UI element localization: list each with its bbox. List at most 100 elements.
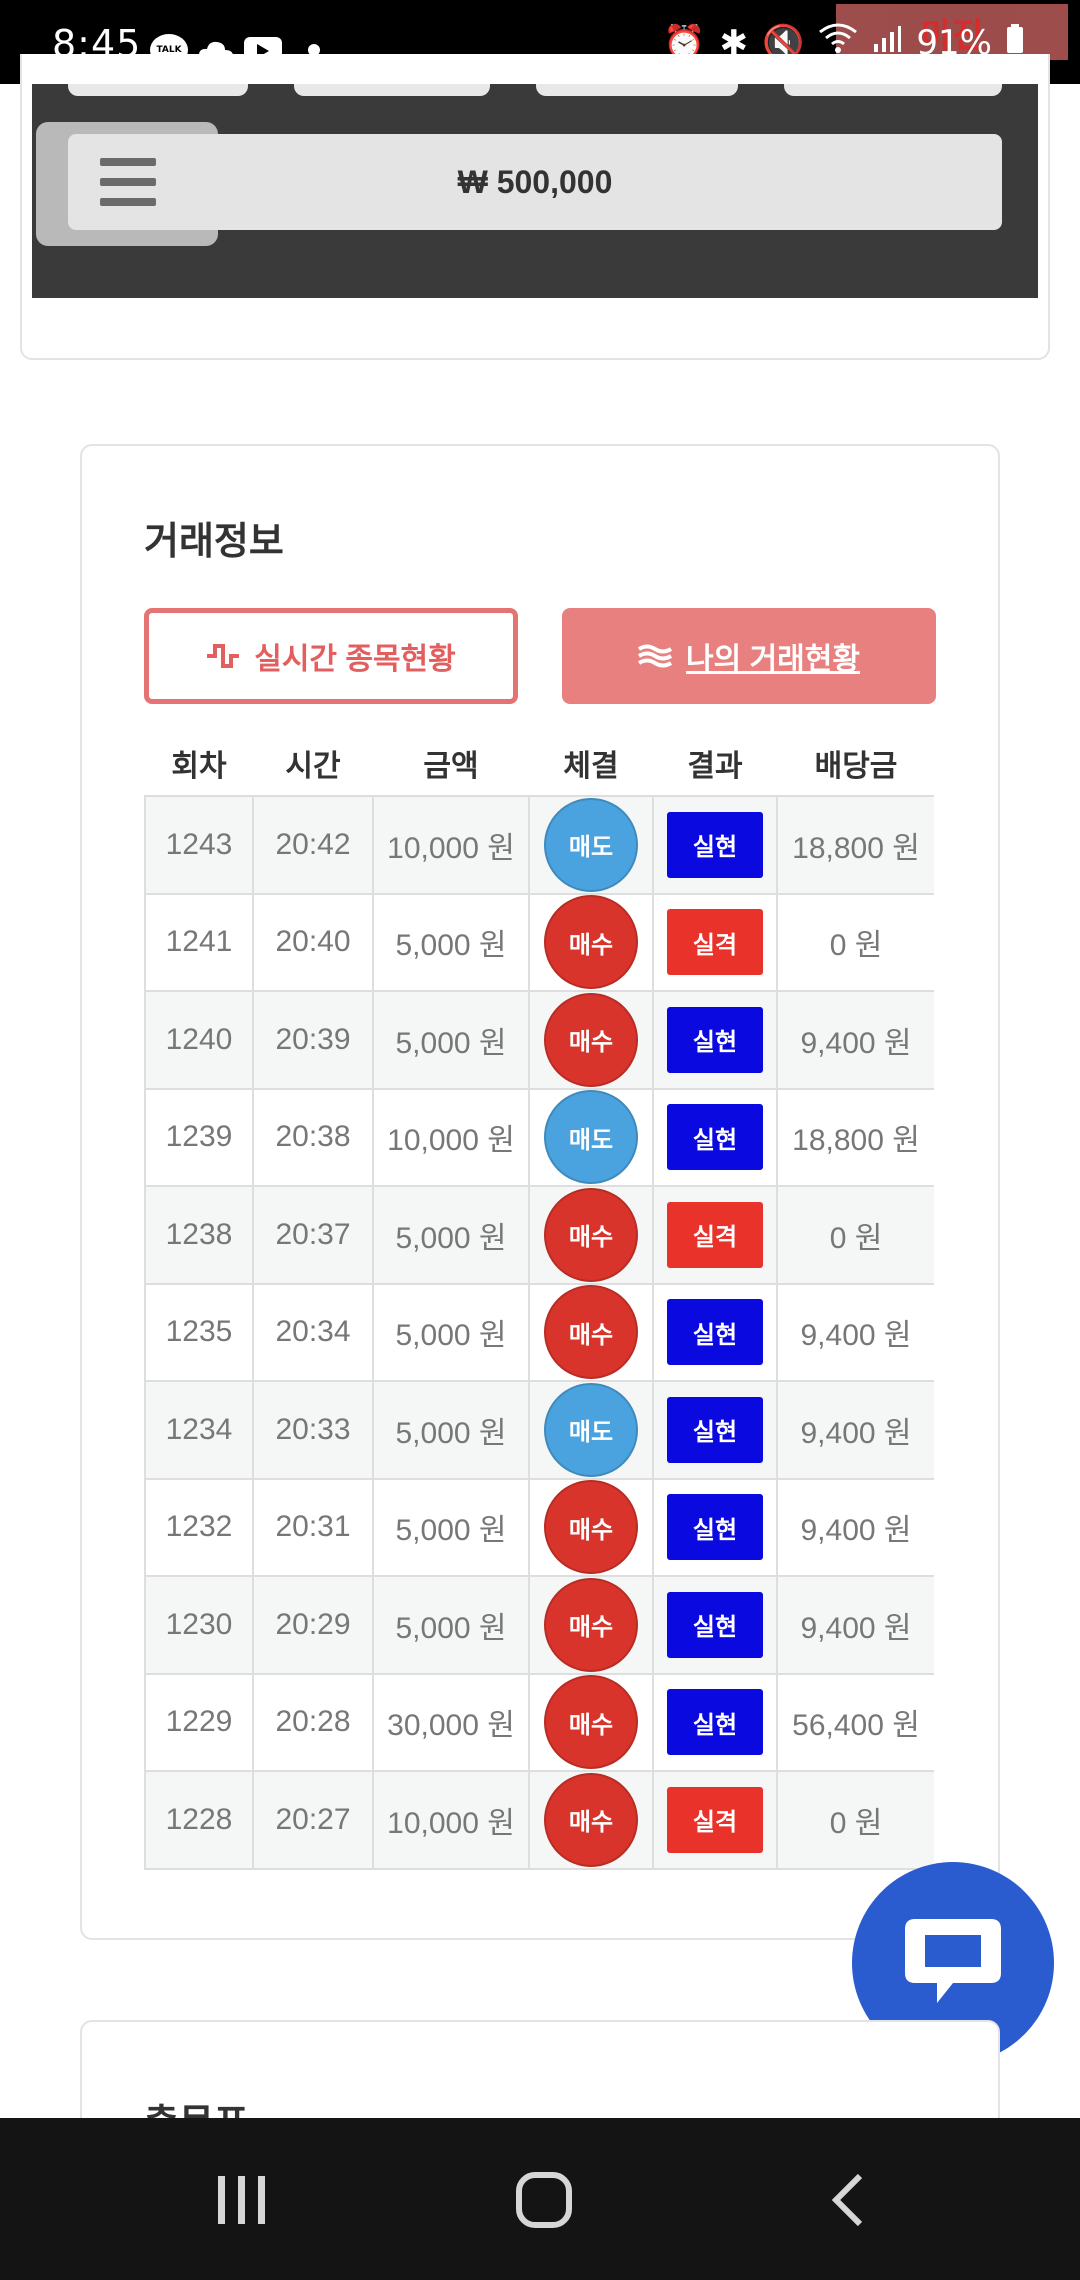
cell-amount: 5,000 원: [372, 1282, 530, 1382]
home-button[interactable]: [512, 2168, 576, 2232]
cell-payout: 9,400 원: [776, 1477, 934, 1577]
table-row: 1234 20:33 5,000 원 매도 실현 9,400 원: [144, 1380, 934, 1480]
cell-payout: 9,400 원: [776, 1575, 934, 1675]
cell-result: 실현: [652, 1672, 778, 1772]
signal-icon: [872, 23, 902, 63]
cell-round: 1235: [144, 1282, 254, 1382]
cell-payout: 56,400 원: [776, 1672, 934, 1772]
cell-amount: 5,000 원: [372, 1575, 530, 1675]
result-badge: 실현: [667, 1689, 763, 1756]
cell-result: 실격: [652, 1770, 778, 1870]
back-button[interactable]: [820, 2168, 876, 2232]
tab-my-trades[interactable]: 나의 거래현황: [562, 608, 936, 704]
table-row: 1230 20:29 5,000 원 매수 실현 9,400 원: [144, 1575, 934, 1675]
side-badge: 매수: [544, 1772, 638, 1867]
cell-amount: 5,000 원: [372, 1477, 530, 1577]
cell-round: 1241: [144, 892, 254, 992]
cell-side: 매수: [528, 1672, 654, 1772]
column-header-round: 회차: [171, 749, 227, 783]
trade-table-container[interactable]: 회차 시간 금액 체결 결과 배당금 1243 20:42 10,000 원 매도 실현…: [144, 730, 934, 1874]
side-badge: 매수: [544, 1285, 638, 1380]
cell-time: 20:28: [252, 1672, 374, 1772]
balance-display: ₩ 500,000: [68, 134, 1002, 230]
side-badge: 매도: [544, 1382, 638, 1477]
cell-amount: 10,000 원: [372, 1770, 530, 1870]
wifi-icon: [818, 22, 858, 63]
cell-time: 20:39: [252, 990, 374, 1090]
cell-side: 매수: [528, 1575, 654, 1675]
side-badge: 매수: [544, 1577, 638, 1672]
cell-round: 1239: [144, 1087, 254, 1187]
cell-time: 20:29: [252, 1575, 374, 1675]
system-nav-bar: [0, 2118, 1080, 2280]
cell-payout: 0 원: [776, 1185, 934, 1285]
hamburger-icon[interactable]: [100, 158, 156, 206]
cell-amount: 10,000 원: [372, 795, 530, 895]
cell-result: 실현: [652, 1477, 778, 1577]
back-icon: [831, 2173, 863, 2227]
cell-round: 1229: [144, 1672, 254, 1772]
cell-time: 20:31: [252, 1477, 374, 1577]
cell-time: 20:34: [252, 1282, 374, 1382]
tab-mytrade-label: 나의 거래현황: [686, 643, 860, 676]
cell-result: 실현: [652, 795, 778, 895]
trade-table: 회차 시간 금액 체결 결과 배당금 1243 20:42 10,000 원 매도 실현…: [144, 730, 934, 1870]
column-header-amount: 금액: [423, 749, 479, 783]
cell-time: 20:42: [252, 795, 374, 895]
top-chip-3[interactable]: [536, 84, 738, 96]
cell-round: 1240: [144, 990, 254, 1090]
tab-realtime-status[interactable]: 실시간 종목현황: [144, 608, 518, 704]
table-row: 1228 20:27 10,000 원 매수 실격 0 원: [144, 1770, 934, 1870]
cell-amount: 5,000 원: [372, 1380, 530, 1480]
chat-bubble-icon: [905, 1919, 1001, 2003]
cell-side: 매도: [528, 795, 654, 895]
waves-icon: [638, 644, 673, 668]
trade-info-title: 거래정보: [144, 521, 284, 563]
cell-round: 1238: [144, 1185, 254, 1285]
cell-side: 매수: [528, 1282, 654, 1382]
top-chip-2[interactable]: [294, 84, 490, 96]
recents-icon: [218, 2176, 265, 2224]
side-badge: 매도: [544, 1090, 638, 1185]
result-badge: 실격: [667, 1201, 763, 1268]
side-badge: 매수: [544, 1480, 638, 1575]
recents-button[interactable]: [212, 2168, 272, 2232]
cell-result: 실현: [652, 1282, 778, 1382]
cell-amount: 5,000 원: [372, 1185, 530, 1285]
table-row: 1241 20:40 5,000 원 매수 실격 0 원: [144, 892, 934, 992]
result-badge: 실현: [667, 1299, 763, 1366]
notification-dot-icon: [308, 44, 320, 56]
column-header-time: 시간: [285, 749, 341, 783]
cell-payout: 9,400 원: [776, 990, 934, 1090]
side-badge: 매수: [544, 992, 638, 1087]
result-badge: 실현: [667, 1591, 763, 1658]
table-row: 1240 20:39 5,000 원 매수 실현 9,400 원: [144, 990, 934, 1090]
home-icon: [516, 2172, 572, 2228]
cell-side: 매수: [528, 1477, 654, 1577]
result-badge: 실격: [667, 1786, 763, 1853]
result-badge: 실현: [667, 1396, 763, 1463]
top-chip-1[interactable]: [68, 84, 248, 96]
cell-side: 매도: [528, 1087, 654, 1187]
tab-realtime-label: 실시간 종목현황: [254, 643, 456, 676]
cell-round: 1234: [144, 1380, 254, 1480]
cell-amount: 5,000 원: [372, 990, 530, 1090]
cell-result: 실현: [652, 990, 778, 1090]
cell-payout: 9,400 원: [776, 1282, 934, 1382]
trade-table-body: 1243 20:42 10,000 원 매도 실현 18,800 원 1241 20:40 5,…: [144, 795, 934, 1870]
battery-icon: [1006, 23, 1024, 63]
cell-side: 매도: [528, 1380, 654, 1480]
cell-payout: 18,800 원: [776, 795, 934, 895]
result-badge: 실현: [667, 811, 763, 878]
cell-payout: 18,800 원: [776, 1087, 934, 1187]
cell-result: 실현: [652, 1087, 778, 1187]
table-row: 1232 20:31 5,000 원 매수 실현 9,400 원: [144, 1477, 934, 1577]
cell-side: 매수: [528, 990, 654, 1090]
table-row: 1235 20:34 5,000 원 매수 실현 9,400 원: [144, 1282, 934, 1382]
cell-time: 20:27: [252, 1770, 374, 1870]
result-badge: 실현: [667, 1494, 763, 1561]
top-chip-4[interactable]: [784, 84, 1002, 96]
side-badge: 매수: [544, 895, 638, 990]
pulse-icon: [207, 644, 240, 668]
